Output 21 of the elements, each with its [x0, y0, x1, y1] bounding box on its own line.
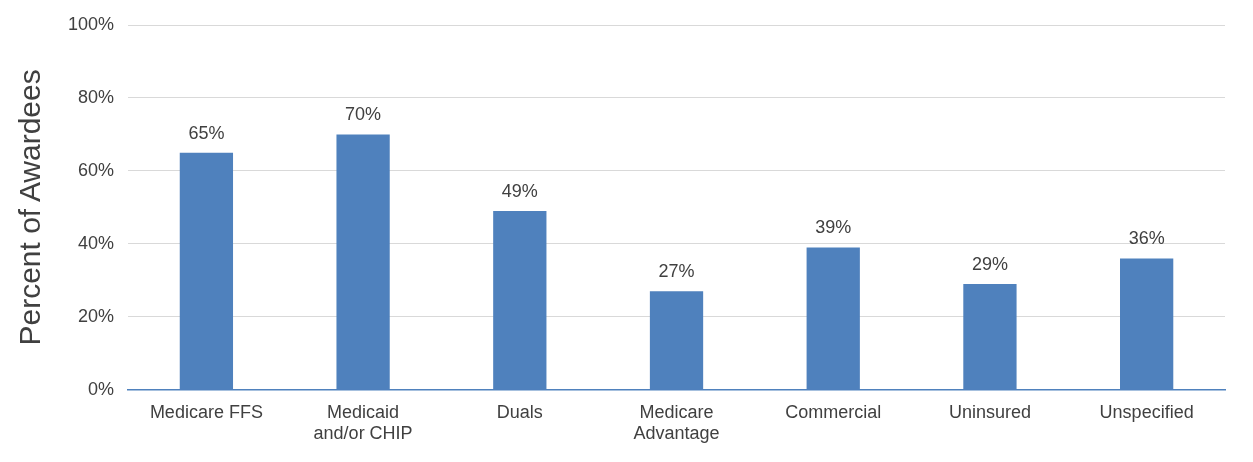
data-label: 65% [188, 122, 225, 143]
y-axis-title: Percent of Awardees [13, 69, 47, 346]
x-tick-label: Uninsured [948, 401, 1031, 422]
x-tick-label: Medicare FFS [149, 401, 263, 422]
x-tick-label: Unspecified [1099, 401, 1194, 422]
y-tick-label: 0% [88, 378, 115, 399]
y-tick-label: 40% [78, 232, 115, 253]
data-label: 36% [1128, 228, 1165, 249]
data-label: 70% [345, 104, 382, 125]
y-tick-label: 100% [67, 13, 115, 34]
data-label: 27% [658, 261, 695, 282]
data-label: 49% [501, 181, 538, 202]
data-label: 29% [971, 253, 1008, 274]
y-tick-label: 20% [78, 305, 115, 326]
x-tick-label: Medicare Advantage [633, 401, 720, 444]
y-tick-label: 60% [78, 159, 115, 180]
x-tick-label: Commercial [785, 401, 882, 422]
x-tick-label: Duals [496, 401, 543, 422]
x-tick-label: Medicaid and/or CHIP [313, 401, 413, 444]
y-tick-label: 80% [78, 86, 115, 107]
data-label: 39% [815, 217, 852, 238]
